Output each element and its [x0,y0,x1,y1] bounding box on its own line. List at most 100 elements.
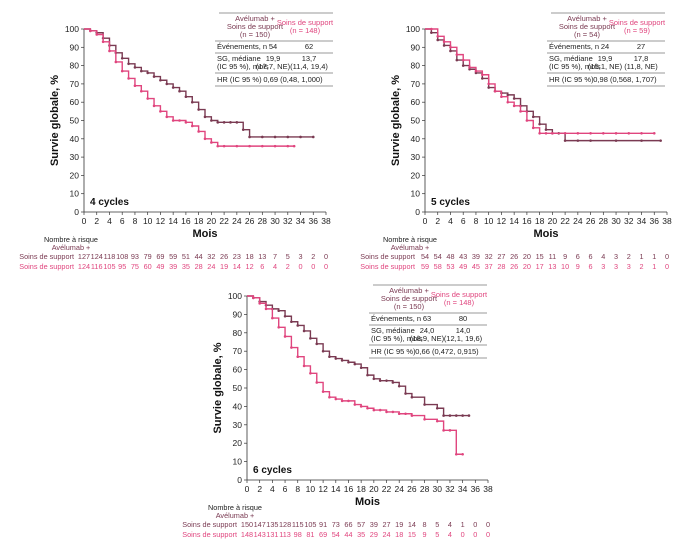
censor-mark [512,104,516,108]
risk-value-avelumab: 3 [614,252,618,261]
risk-value-support: 37 [485,262,493,271]
stat-sg-a1: 19,9 [598,54,613,63]
risk-label-support: Soins de support [19,262,74,271]
censor-mark [397,412,401,416]
risk-value-avelumab: 6 [576,252,580,261]
censor-mark [602,132,605,135]
x-tick-label: 6 [283,484,288,494]
risk-value-support: 0 [298,262,302,271]
censor-mark [159,78,162,82]
x-tick-label: 4 [448,216,453,226]
censor-mark [423,403,426,406]
risk-value-avelumab: 26 [220,252,228,261]
y-tick-label: 100 [65,24,79,34]
censor-mark [120,56,124,60]
risk-value-avelumab: 127 [78,252,90,261]
censor-mark [544,132,548,135]
censor-mark [311,135,315,139]
censor-mark [190,124,194,128]
censor-mark [353,362,357,366]
censor-mark [184,121,188,124]
risk-value-avelumab: 147 [254,520,266,529]
censor-mark [531,126,535,130]
censor-mark [423,417,426,421]
censor-mark [197,130,200,133]
censor-mark [391,381,395,384]
risk-value-support: 24 [382,530,390,539]
censor-mark [448,414,452,417]
stat-sg-a2: (17,7, NE) [256,62,291,71]
risk-value-support: 35 [182,262,190,271]
risk-value-support: 69 [319,530,327,539]
stat-events-b: 27 [637,42,645,51]
x-tick-label: 26 [245,216,255,226]
x-tick-label: 36 [650,216,660,226]
y-tick-label: 90 [70,42,80,52]
risk-value-support: 10 [561,262,569,271]
risk-value-support: 44 [344,530,352,539]
x-tick-label: 18 [356,484,366,494]
x-tick-label: 36 [309,216,319,226]
censor-mark [203,115,207,119]
y-tick-label: 30 [233,420,243,430]
risk-value-avelumab: 39 [472,252,480,261]
x-tick-label: 16 [522,216,532,226]
risk-value-support: 75 [131,262,139,271]
censor-mark [334,397,338,401]
risk-value-avelumab: 13 [258,252,266,261]
censor-mark [241,128,245,131]
risk-title: Nombre à risque [208,503,262,512]
risk-value-avelumab: 9 [563,252,567,261]
censor-mark [474,71,478,75]
y-tick-label: 10 [411,189,421,199]
risk-value-avelumab: 11 [549,252,557,261]
stat-sg-a2: (18,9, NE) [410,334,445,343]
legend-avelumab-line1: Avélumab + [567,14,607,23]
censor-mark [315,381,319,384]
risk-value-avelumab: 135 [266,520,278,529]
y-tick-label: 60 [70,97,80,107]
legend-support-line1: Soins de support [277,18,334,27]
y-tick-label: 50 [70,116,80,126]
risk-value-support: 19 [220,262,228,271]
x-tick-label: 38 [662,216,672,226]
risk-value-avelumab: 19 [395,520,403,529]
stat-events-label: Événements, n [549,42,599,51]
censor-mark [340,359,344,362]
x-tick-label: 14 [168,216,178,226]
censor-mark [614,132,618,135]
censor-mark [321,390,325,393]
risk-value-support: 2 [639,262,643,271]
risk-value-avelumab: 1 [639,252,643,261]
censor-mark [481,77,484,80]
panel-label: 5 cycles [431,197,470,208]
y-tick-label: 80 [411,61,421,71]
censor-mark [640,139,643,142]
risk-value-avelumab: 4 [448,520,452,529]
y-tick-label: 40 [70,134,80,144]
stat-sg-label2: (IC 95 %), mois [371,334,423,343]
censor-mark [449,49,452,53]
y-tick-label: 10 [233,457,243,467]
risk-value-support: 6 [260,262,264,271]
y-tick-label: 0 [237,475,242,485]
censor-mark [468,67,471,71]
censor-mark [210,119,213,122]
risk-value-support: 3 [601,262,605,271]
x-tick-label: 24 [394,484,404,494]
x-tick-label: 6 [120,216,125,226]
x-tick-label: 6 [461,216,466,226]
stats-table: Avélumab +Soins de support(n = 150)Soins… [215,12,334,87]
censor-mark [152,75,156,78]
censor-mark [286,144,290,148]
risk-value-avelumab: 115 [292,520,304,529]
risk-value-support: 39 [169,262,177,271]
censor-mark [296,355,300,359]
risk-value-avelumab: 39 [370,520,378,529]
legend-avelumab-n: (n = 150) [240,30,271,39]
x-tick-label: 32 [445,484,455,494]
x-tick-label: 22 [560,216,570,226]
legend-support-line1: Soins de support [609,18,666,27]
risk-value-support: 2 [286,262,290,271]
